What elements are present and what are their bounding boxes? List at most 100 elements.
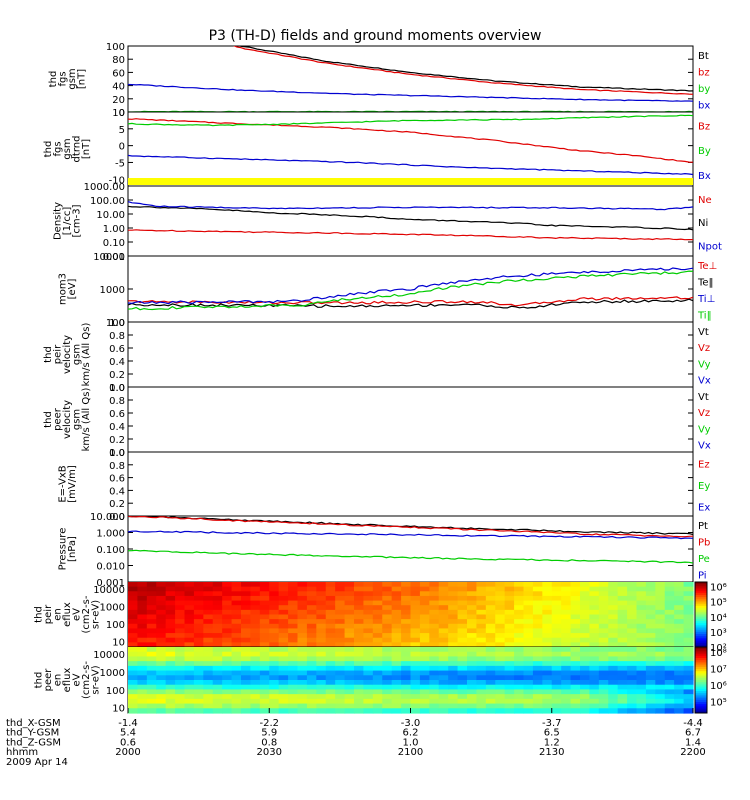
p10-cell [363,647,374,653]
p2-ytick-label: 5 [119,125,125,136]
p9-cell [335,600,346,606]
p10-cell [269,694,280,700]
p9-cell [344,600,355,606]
p10-cell [212,689,223,695]
p9-cell [485,595,496,602]
p10-cell [306,694,317,700]
p7-ylabel-line: E=-VxB [57,465,68,502]
p3-ylabel-line: [1/cc] [62,207,73,236]
p10-cell [137,647,148,653]
p9-cell [504,600,515,606]
p10-cell [542,689,553,695]
date-label: 2009 Apr 14 [6,757,68,768]
p9-cell [419,637,430,643]
p10-cell [551,675,562,681]
p10-cell [344,703,355,709]
p9-cell [645,619,656,625]
p9-cell [250,628,261,634]
p10-cell [589,698,600,705]
p10-cell [457,698,468,705]
p10-cell [250,703,261,709]
p10-cell [165,708,176,714]
p9-cell [222,642,233,648]
p9-cell [306,609,317,616]
p9-cell [448,591,459,597]
p8-ylabel-line: [nPa] [67,536,78,562]
p10-cell [532,670,543,676]
p10-cell [363,656,374,662]
p10-cell [325,694,336,700]
p9-cell [250,633,261,639]
p9-cell [156,614,167,620]
p10-cell [354,656,365,662]
p10-cell [146,661,157,667]
p10-cell [382,670,393,676]
p10-cell [551,689,562,695]
p9-cell [288,628,299,634]
p9-cell [184,582,195,588]
p9-cell [617,600,628,606]
p10-cell [335,651,346,658]
p10-cell [344,698,355,705]
p1-legend-3: bx [698,101,710,112]
p10-cell [419,656,430,662]
p10-cell [297,694,308,700]
p10-cell [372,703,383,709]
p9-cell [382,628,393,634]
p10-cell [542,647,553,653]
p9-cell [156,619,167,625]
p9-cell [636,586,647,592]
p9-cell [627,628,638,634]
p10-cell [504,708,515,714]
p10-cell [410,675,421,681]
p9-cell [448,628,459,634]
p8-ytick-label: 1.000 [96,529,125,540]
p9-cell [306,600,317,606]
p9-cell [165,586,176,592]
p9-cell [448,642,459,648]
p10-cell [617,656,628,662]
p9-cell [288,619,299,625]
p9-cell [146,614,157,620]
p10-cell [278,675,289,681]
p9-cell [344,609,355,616]
p9-cell [514,614,525,620]
p9-cell [212,586,223,592]
p10-cell [212,651,223,658]
p9-cell [495,586,506,592]
p10-cell [570,651,581,658]
p3-series-2 [128,201,693,211]
p10-cell [561,689,572,695]
p10-cell [156,665,167,672]
p10-cell [401,694,412,700]
p9-cell [627,623,638,630]
p9-cell [344,623,355,630]
p10-cell [542,670,553,676]
p10-cell [457,665,468,672]
p2-ylabel-line: thd [43,141,54,158]
p9-cell [664,582,675,588]
p10-cell [165,670,176,676]
p10-cell [165,680,176,686]
p10-cell [297,670,308,676]
p10-cell [476,647,487,653]
p9-cell [598,642,609,648]
p9-cell [476,591,487,597]
p9-cell [410,586,421,592]
p10-cell [467,680,478,686]
p10-cell [627,708,638,714]
p10-cell [354,698,365,705]
p1-ylabel-line: fgs [57,71,68,86]
p10-cell [165,661,176,667]
p10-cell [146,708,157,714]
p10-cell [382,703,393,709]
p9-cell [382,642,393,648]
p5-ylabel-line: peir [53,344,64,364]
p10-cell [316,708,327,714]
p9-cell [363,600,374,606]
p10-cell [137,694,148,700]
p10-cell [156,680,167,686]
p9-cell [175,605,186,611]
ephemeris-value: 0.6 [120,737,136,748]
p10-cell [617,665,628,672]
